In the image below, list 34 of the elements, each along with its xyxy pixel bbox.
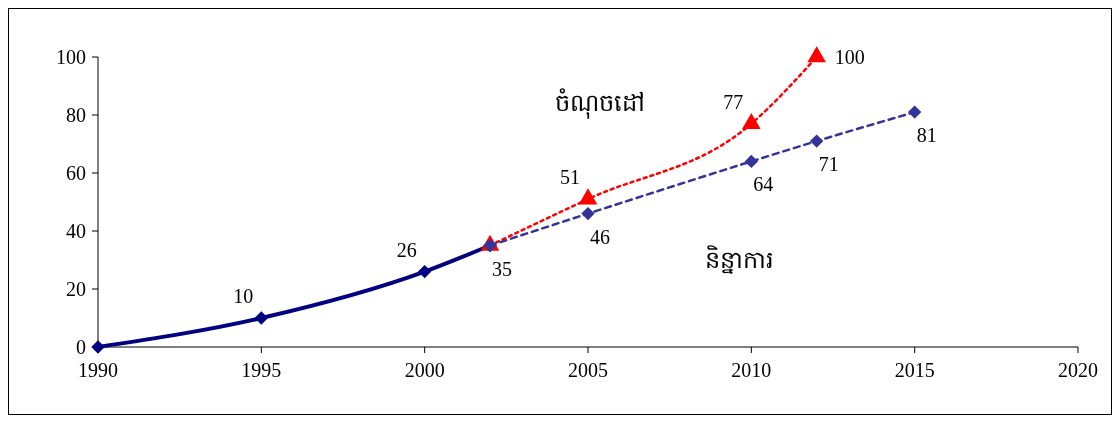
data-label: 77: [723, 90, 744, 113]
x-tick-label: 1995: [241, 359, 282, 381]
data-label: 71: [818, 153, 839, 176]
y-tick-label: 40: [66, 220, 86, 242]
point: [91, 340, 105, 354]
data-label: 10: [233, 285, 254, 307]
text: និន្នាការ: [705, 244, 775, 274]
point: [581, 206, 595, 221]
data-label: 26: [396, 238, 417, 261]
point: [907, 105, 922, 119]
data-label: 100: [834, 46, 865, 68]
y-tick-label: 100: [56, 46, 86, 68]
x-tick-label: 2015: [894, 359, 935, 381]
data-label: 46: [590, 225, 610, 248]
point: [417, 264, 432, 279]
y-tick-label: 60: [66, 162, 86, 184]
point: [807, 46, 826, 63]
x-tick-label: 2000: [404, 359, 445, 381]
point: [809, 134, 824, 148]
y-tick-label: 20: [66, 278, 86, 300]
x-tick-label: 1990: [78, 359, 118, 381]
text: ចំណុចដៅ: [554, 88, 645, 120]
point: [254, 311, 269, 325]
y-tick-label: 80: [66, 104, 86, 126]
x-tick-label: 2020: [1058, 359, 1098, 381]
data-label: 35: [492, 257, 512, 280]
data-label: 64: [753, 173, 774, 196]
x-tick-label: 2005: [568, 359, 608, 381]
point: [744, 154, 759, 169]
point: [742, 112, 761, 130]
data-label: 51: [560, 166, 580, 189]
y-tick-label: 0: [76, 336, 86, 358]
x-tick-label: 2010: [731, 359, 772, 381]
data-label: 81: [916, 124, 937, 147]
